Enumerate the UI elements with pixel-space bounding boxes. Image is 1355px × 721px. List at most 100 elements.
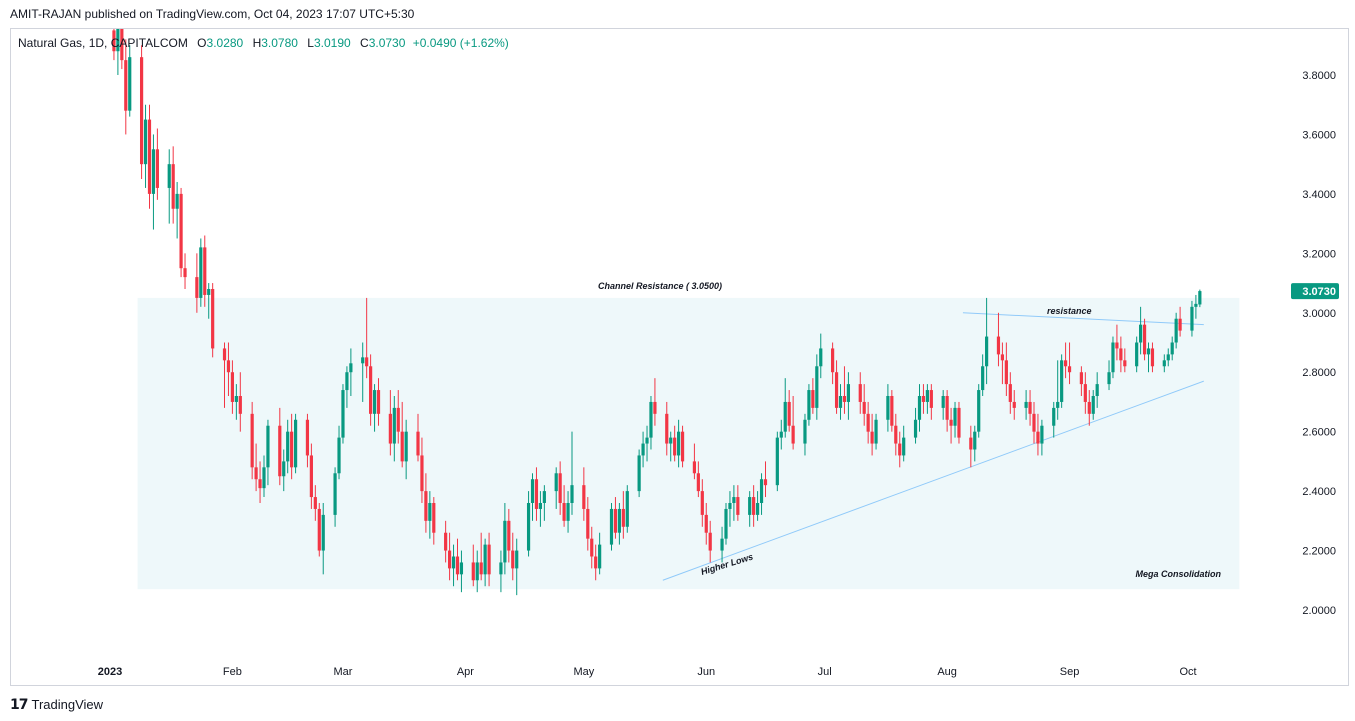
candle[interactable] [455,538,460,581]
candle[interactable] [511,532,515,581]
candle[interactable] [139,45,144,180]
candle[interactable] [811,378,815,414]
candle[interactable] [929,384,933,420]
candle[interactable] [558,461,562,515]
candle[interactable] [515,538,519,596]
candle[interactable] [625,485,629,533]
candle[interactable] [1190,300,1194,337]
candle[interactable] [526,491,531,557]
candle[interactable] [175,182,179,239]
candle[interactable] [499,550,503,593]
candle[interactable] [483,538,487,587]
candle[interactable] [262,455,266,498]
candle[interactable] [238,372,242,432]
candle[interactable] [116,29,120,75]
candle[interactable] [199,238,203,307]
candle[interactable] [949,407,953,444]
candle[interactable] [665,401,669,456]
candle[interactable] [313,485,317,521]
candle[interactable] [1142,318,1147,361]
candle[interactable] [858,372,862,414]
candle[interactable] [996,312,1001,367]
candle[interactable] [487,532,491,587]
candle[interactable] [1115,324,1119,361]
candle[interactable] [211,283,215,358]
candle[interactable] [969,425,973,468]
candle[interactable] [704,503,708,545]
candle[interactable] [831,342,835,385]
candle[interactable] [365,297,369,379]
candle[interactable] [530,473,535,521]
candle[interactable] [598,532,602,575]
candle[interactable] [1004,342,1008,397]
candle[interactable] [290,413,294,480]
candle[interactable] [819,333,823,379]
candle[interactable] [846,372,851,420]
candle[interactable] [179,187,183,278]
candle[interactable] [692,443,697,480]
candle[interactable] [404,419,408,480]
candle[interactable] [562,485,566,527]
candle[interactable] [1052,401,1056,438]
candle[interactable] [913,407,918,444]
candle[interactable] [1087,390,1091,426]
candle[interactable] [167,149,171,224]
candle[interactable] [921,384,926,414]
candle[interactable] [566,491,570,533]
candle[interactable] [1060,354,1064,408]
candle[interactable] [1146,342,1151,373]
candle[interactable] [594,544,598,581]
candle[interactable] [507,508,511,563]
candle[interactable] [282,449,286,492]
candle[interactable] [392,396,396,462]
candle[interactable] [266,419,270,486]
candle[interactable] [1008,372,1012,414]
candle[interactable] [1083,372,1087,414]
candle[interactable] [147,104,152,209]
candle[interactable] [1178,306,1182,337]
candle[interactable] [977,384,981,438]
candle[interactable] [748,491,752,527]
candle[interactable] [183,253,187,289]
candle[interactable] [258,461,262,503]
candle[interactable] [941,390,945,420]
candle[interactable] [376,378,381,426]
candle[interactable] [834,360,839,414]
candle[interactable] [337,425,341,480]
candle[interactable] [736,485,740,521]
candle[interactable] [1166,348,1170,367]
candle[interactable] [317,503,321,557]
candle[interactable] [917,384,922,432]
candle[interactable] [475,550,479,593]
candle[interactable] [724,503,728,545]
candle[interactable] [1067,342,1072,385]
candle[interactable] [428,491,432,539]
candle[interactable] [902,425,906,462]
candle[interactable] [171,146,175,224]
tradingview-logo[interactable]: 𝟭𝟳 TradingView [10,696,103,713]
candle[interactable] [957,401,961,444]
candle[interactable] [309,443,313,509]
candle[interactable] [641,431,645,468]
candle[interactable] [1170,336,1174,361]
candle[interactable] [420,437,424,503]
candle[interactable] [708,520,712,563]
candle[interactable] [333,467,337,527]
candle[interactable] [673,425,677,462]
candle[interactable] [361,342,365,402]
candle[interactable] [779,419,783,450]
candle[interactable] [763,461,768,498]
candle[interactable] [349,348,353,396]
candle[interactable] [321,503,325,575]
candle[interactable] [649,396,653,450]
candle[interactable] [1091,390,1095,420]
candle[interactable] [1107,360,1111,391]
candle[interactable] [586,497,590,551]
candle[interactable] [345,366,349,408]
candle[interactable] [791,396,795,450]
candle[interactable] [128,45,132,117]
legend-symbol[interactable]: Natural Gas, 1D, CAPITALCOM [18,36,188,50]
candle[interactable] [870,413,874,456]
candle[interactable] [1095,372,1099,408]
